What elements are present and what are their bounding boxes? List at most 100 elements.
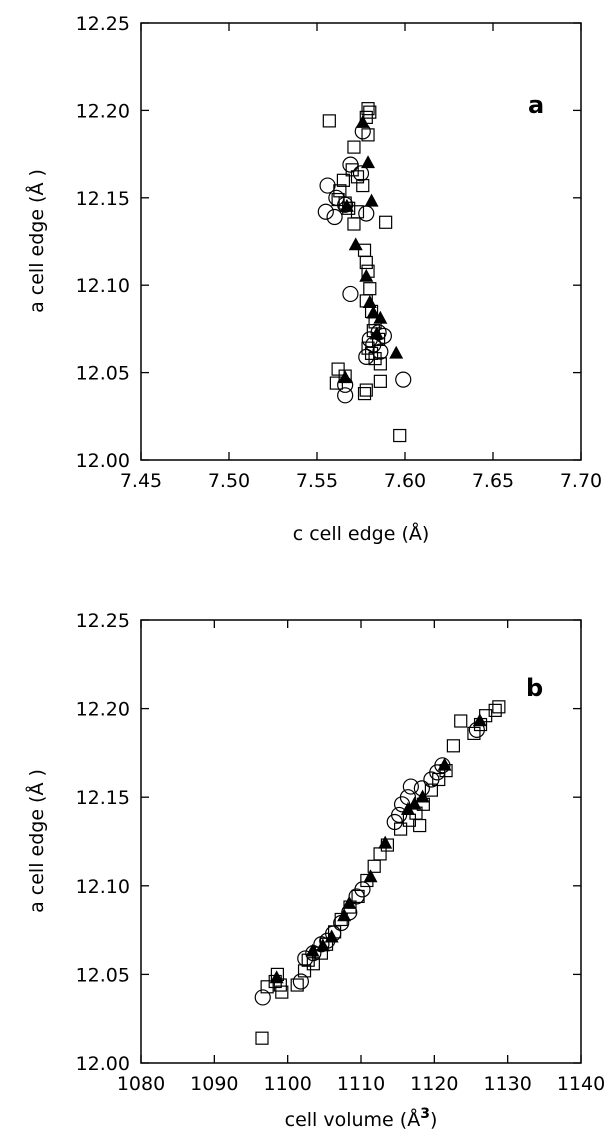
data-point-triangle bbox=[348, 237, 363, 251]
data-point-square bbox=[297, 964, 312, 978]
data-point-square bbox=[373, 374, 387, 388]
data-point-triangle bbox=[342, 895, 357, 909]
x-tick-label: 7.65 bbox=[472, 470, 514, 492]
data-point-square bbox=[432, 772, 446, 787]
x-axis-title-main: cell volume (Å bbox=[285, 1108, 421, 1131]
data-point-square bbox=[488, 703, 502, 717]
data-point-square bbox=[492, 700, 506, 714]
data-point-square bbox=[260, 980, 274, 994]
ticks: 7.45 7.50 7.55 7.60 7.65 7.70 12.00 12.05 12.10 1… bbox=[76, 13, 603, 492]
data-point-triangle bbox=[339, 198, 354, 212]
y-tick-label: 12.05 bbox=[76, 964, 130, 986]
data-point-square bbox=[424, 783, 438, 797]
data-point-circle bbox=[319, 177, 336, 194]
data-point-square bbox=[467, 726, 481, 741]
data-point-triangle bbox=[407, 796, 422, 810]
data-point-square bbox=[413, 818, 427, 833]
data-point-triangle bbox=[415, 789, 430, 803]
y-tick-label: 12.25 bbox=[76, 610, 130, 632]
data-point-triangle bbox=[269, 970, 284, 984]
data-point-square bbox=[350, 170, 365, 184]
ticks: 1080 1090 1100 1110 1120 1130 1140 12.00 12.05 12… bbox=[76, 610, 606, 1095]
panel-letter: a bbox=[528, 91, 544, 119]
y-tick-label: 12.10 bbox=[76, 275, 130, 297]
x-tick-label: 7.60 bbox=[384, 470, 426, 492]
y-axis-title: a cell edge (Å ) bbox=[25, 769, 48, 913]
data-point-circle bbox=[342, 156, 359, 173]
data-point-square bbox=[347, 217, 361, 231]
data-point-circle bbox=[297, 950, 314, 967]
x-axis-title: cell volume (Å3) bbox=[285, 1106, 438, 1131]
data-point-square bbox=[446, 739, 460, 753]
y-tick-label: 12.00 bbox=[76, 450, 130, 472]
data-point-square bbox=[356, 178, 370, 193]
data-point-square bbox=[454, 714, 468, 728]
data-point-triangle bbox=[338, 370, 353, 384]
data-point-square bbox=[373, 357, 387, 371]
x-tick-label: 7.45 bbox=[120, 470, 162, 492]
data-point-circle bbox=[372, 343, 389, 360]
data-point-triangle bbox=[359, 268, 374, 282]
data-point-square bbox=[275, 985, 289, 999]
y-tick-label: 12.15 bbox=[76, 188, 130, 210]
data-point-square bbox=[336, 173, 350, 187]
x-tick-label: 1140 bbox=[557, 1073, 605, 1095]
x-axis-title-close: ) bbox=[430, 1109, 437, 1131]
data-point-square bbox=[379, 215, 393, 229]
data-point-circle bbox=[337, 387, 354, 404]
data-point-square bbox=[361, 102, 375, 116]
y-tick-label: 12.20 bbox=[76, 100, 130, 122]
data-point-circle bbox=[434, 757, 451, 774]
data-point-circle bbox=[352, 165, 370, 182]
panel-b: 1080 1090 1100 1110 1120 1130 1140 12.00 12.05 12… bbox=[25, 610, 605, 1131]
data-point-square bbox=[361, 128, 375, 142]
y-tick-label: 12.05 bbox=[76, 363, 130, 385]
y-tick-label: 12.10 bbox=[76, 876, 130, 898]
data-point-triangle bbox=[363, 869, 378, 883]
data-point-square bbox=[364, 346, 379, 360]
data-point-triangle bbox=[437, 757, 452, 771]
data-point-circle bbox=[358, 205, 375, 222]
panel-a: 7.45 7.50 7.55 7.60 7.65 7.70 12.00 12.05 12.10 1… bbox=[25, 13, 602, 545]
x-tick-label: 1120 bbox=[410, 1073, 458, 1095]
data-point-square bbox=[363, 282, 377, 296]
x-tick-label: 7.70 bbox=[560, 470, 602, 492]
data-point-square bbox=[290, 978, 304, 992]
x-tick-label: 1130 bbox=[483, 1073, 531, 1095]
data-point-circle bbox=[391, 806, 408, 824]
plot-frame bbox=[140, 22, 582, 461]
data-point-circle bbox=[354, 881, 371, 898]
data-point-triangle bbox=[355, 115, 370, 128]
data-point-circle bbox=[358, 348, 375, 365]
data-point-circle bbox=[326, 208, 343, 226]
data-point-triangle bbox=[337, 908, 352, 922]
x-tick-label: 1100 bbox=[263, 1073, 311, 1095]
data-point-circle bbox=[395, 371, 412, 388]
data-point-square bbox=[255, 1031, 269, 1045]
data-point-triangle bbox=[324, 929, 339, 943]
y-tick-label: 12.25 bbox=[76, 13, 130, 35]
data-point-square bbox=[322, 114, 336, 128]
plot-frame bbox=[140, 619, 582, 1064]
data-point-triangle bbox=[366, 305, 381, 319]
y-tick-label: 12.00 bbox=[76, 1053, 130, 1075]
y-tick-label: 12.15 bbox=[76, 787, 130, 809]
data-point-triangle bbox=[361, 155, 376, 169]
data-point-triangle bbox=[305, 943, 320, 957]
data-point-circle bbox=[254, 989, 271, 1006]
data-point-circle bbox=[342, 285, 359, 303]
data-point-square bbox=[347, 140, 361, 154]
data-point-triangle bbox=[373, 310, 388, 324]
data-point-circle bbox=[292, 973, 309, 990]
data-point-circle bbox=[402, 778, 419, 795]
data-point-square bbox=[359, 383, 373, 397]
data-point-square bbox=[393, 428, 407, 443]
panel-letter: b bbox=[526, 674, 543, 702]
data-point-square bbox=[357, 386, 372, 401]
data-point-square bbox=[345, 163, 359, 177]
data-point-circle bbox=[317, 203, 334, 220]
data-point-square bbox=[359, 255, 373, 270]
x-tick-label: 1090 bbox=[190, 1073, 238, 1095]
